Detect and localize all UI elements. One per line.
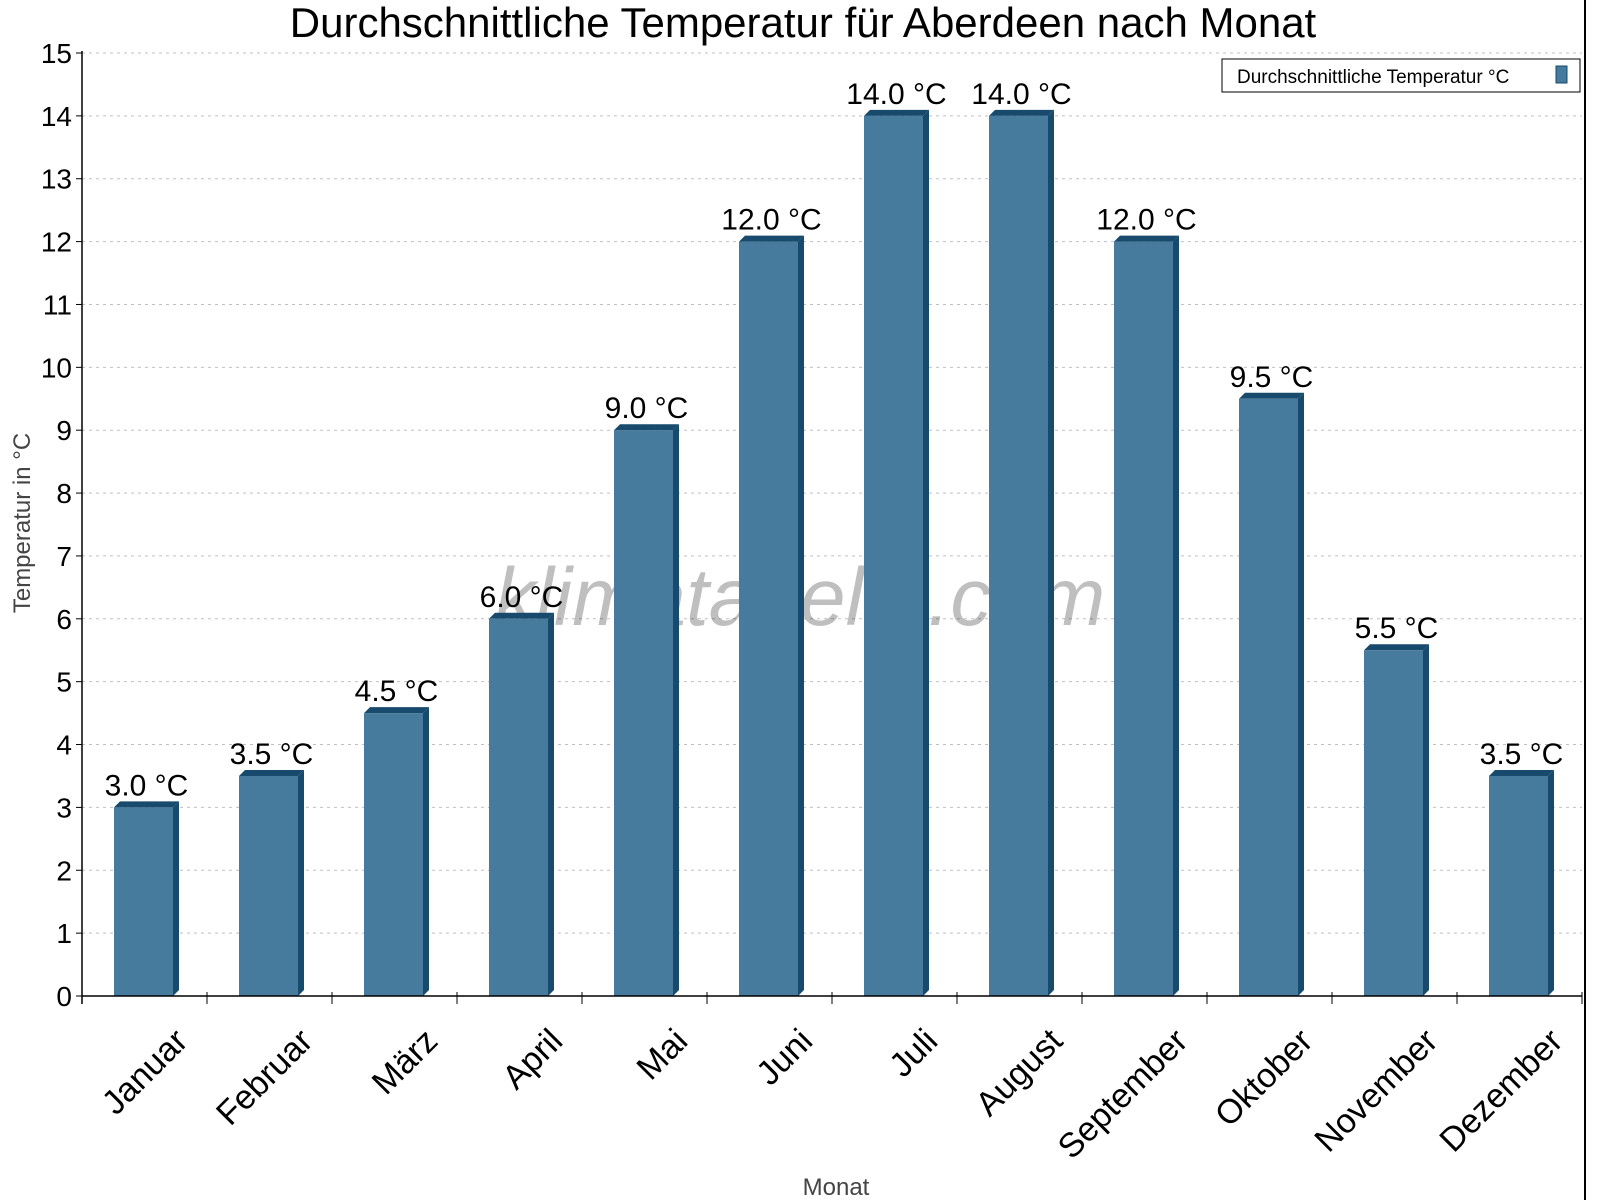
bar-side [1173,235,1179,997]
bar-side [298,769,304,996]
y-tick-label: 0 [56,981,72,1012]
bar-side [798,235,804,997]
data-label: 4.5 °C [355,675,439,708]
bar-top [1489,769,1554,776]
bar-side [1298,392,1304,996]
x-tick-label: April [495,1022,570,1097]
y-tick-label: 14 [41,101,72,132]
y-tick-label: 7 [56,541,72,572]
bar [364,713,423,996]
y-tick-label: 13 [41,164,72,195]
data-label: 14.0 °C [971,78,1071,111]
data-label: 9.5 °C [1230,361,1314,394]
bar-top [989,109,1054,116]
bar-top [1239,392,1304,399]
data-label: 9.0 °C [605,392,689,425]
x-tick-label: Mai [630,1022,696,1088]
data-label: 3.5 °C [230,738,314,771]
bar-top [864,109,929,116]
data-label: 5.5 °C [1355,612,1439,645]
bar-side [1048,109,1054,996]
bar [864,115,923,996]
bar [1239,398,1298,996]
x-tick-label: Juli [882,1022,945,1085]
x-tick-label: Oktober [1208,1022,1320,1134]
bar [614,430,673,996]
bar [489,618,548,996]
bar-top [1114,235,1179,242]
bar-top [239,769,304,776]
data-label: 3.5 °C [1480,738,1564,771]
y-tick-label: 8 [56,478,72,509]
y-tick-label: 10 [41,352,72,383]
bar-top [614,424,679,431]
y-tick-label: 3 [56,792,72,823]
y-tick-label: 11 [43,289,72,320]
x-tick-label: Januar [95,1022,195,1122]
chart-title: Durchschnittliche Temperatur für Aberdee… [290,0,1317,46]
y-tick-label: 15 [41,38,72,69]
bar [739,241,798,997]
bar-side [1548,769,1554,996]
data-label: 3.0 °C [105,769,189,802]
bar [1489,775,1548,996]
bar [1364,650,1423,996]
bar-top [364,707,429,714]
x-tick-label: März [365,1022,445,1102]
data-label: 12.0 °C [1096,204,1196,237]
y-tick-label: 6 [56,604,72,635]
bar-top [489,612,554,619]
bar-side [548,612,554,996]
bar-top [739,235,804,242]
bar-side [923,109,929,996]
bar-side [1423,644,1429,996]
bar-side [173,801,179,996]
legend-label: Durchschnittliche Temperatur °C [1237,67,1509,88]
x-axis-label: Monat [803,1174,870,1200]
bar-top [114,801,179,808]
x-tick-label: Februar [209,1022,320,1133]
data-label: 14.0 °C [846,78,946,111]
x-tick-label: Dezember [1432,1022,1570,1160]
x-tick-label: November [1307,1022,1445,1160]
bar [989,115,1048,996]
bar [114,807,173,996]
bar-side [423,707,429,996]
legend-swatch [1555,65,1568,84]
bar-side [673,424,679,996]
y-axis-label: Temperatur in °C [9,433,36,613]
y-tick-label: 2 [56,855,72,886]
y-tick-label: 5 [56,667,72,698]
y-tick-label: 4 [56,730,72,761]
x-tick-label: August [968,1021,1070,1123]
data-label: 6.0 °C [480,581,564,614]
data-label: 12.0 °C [721,204,821,237]
y-tick-label: 1 [56,918,72,949]
bar [1114,241,1173,997]
x-tick-label: Juni [749,1022,820,1093]
bar-top [1364,644,1429,651]
x-tick-label: September [1051,1022,1195,1166]
y-tick-label: 12 [41,227,72,258]
bar [239,775,298,996]
y-tick-label: 9 [56,415,72,446]
legend: Durchschnittliche Temperatur °C [1221,58,1581,93]
